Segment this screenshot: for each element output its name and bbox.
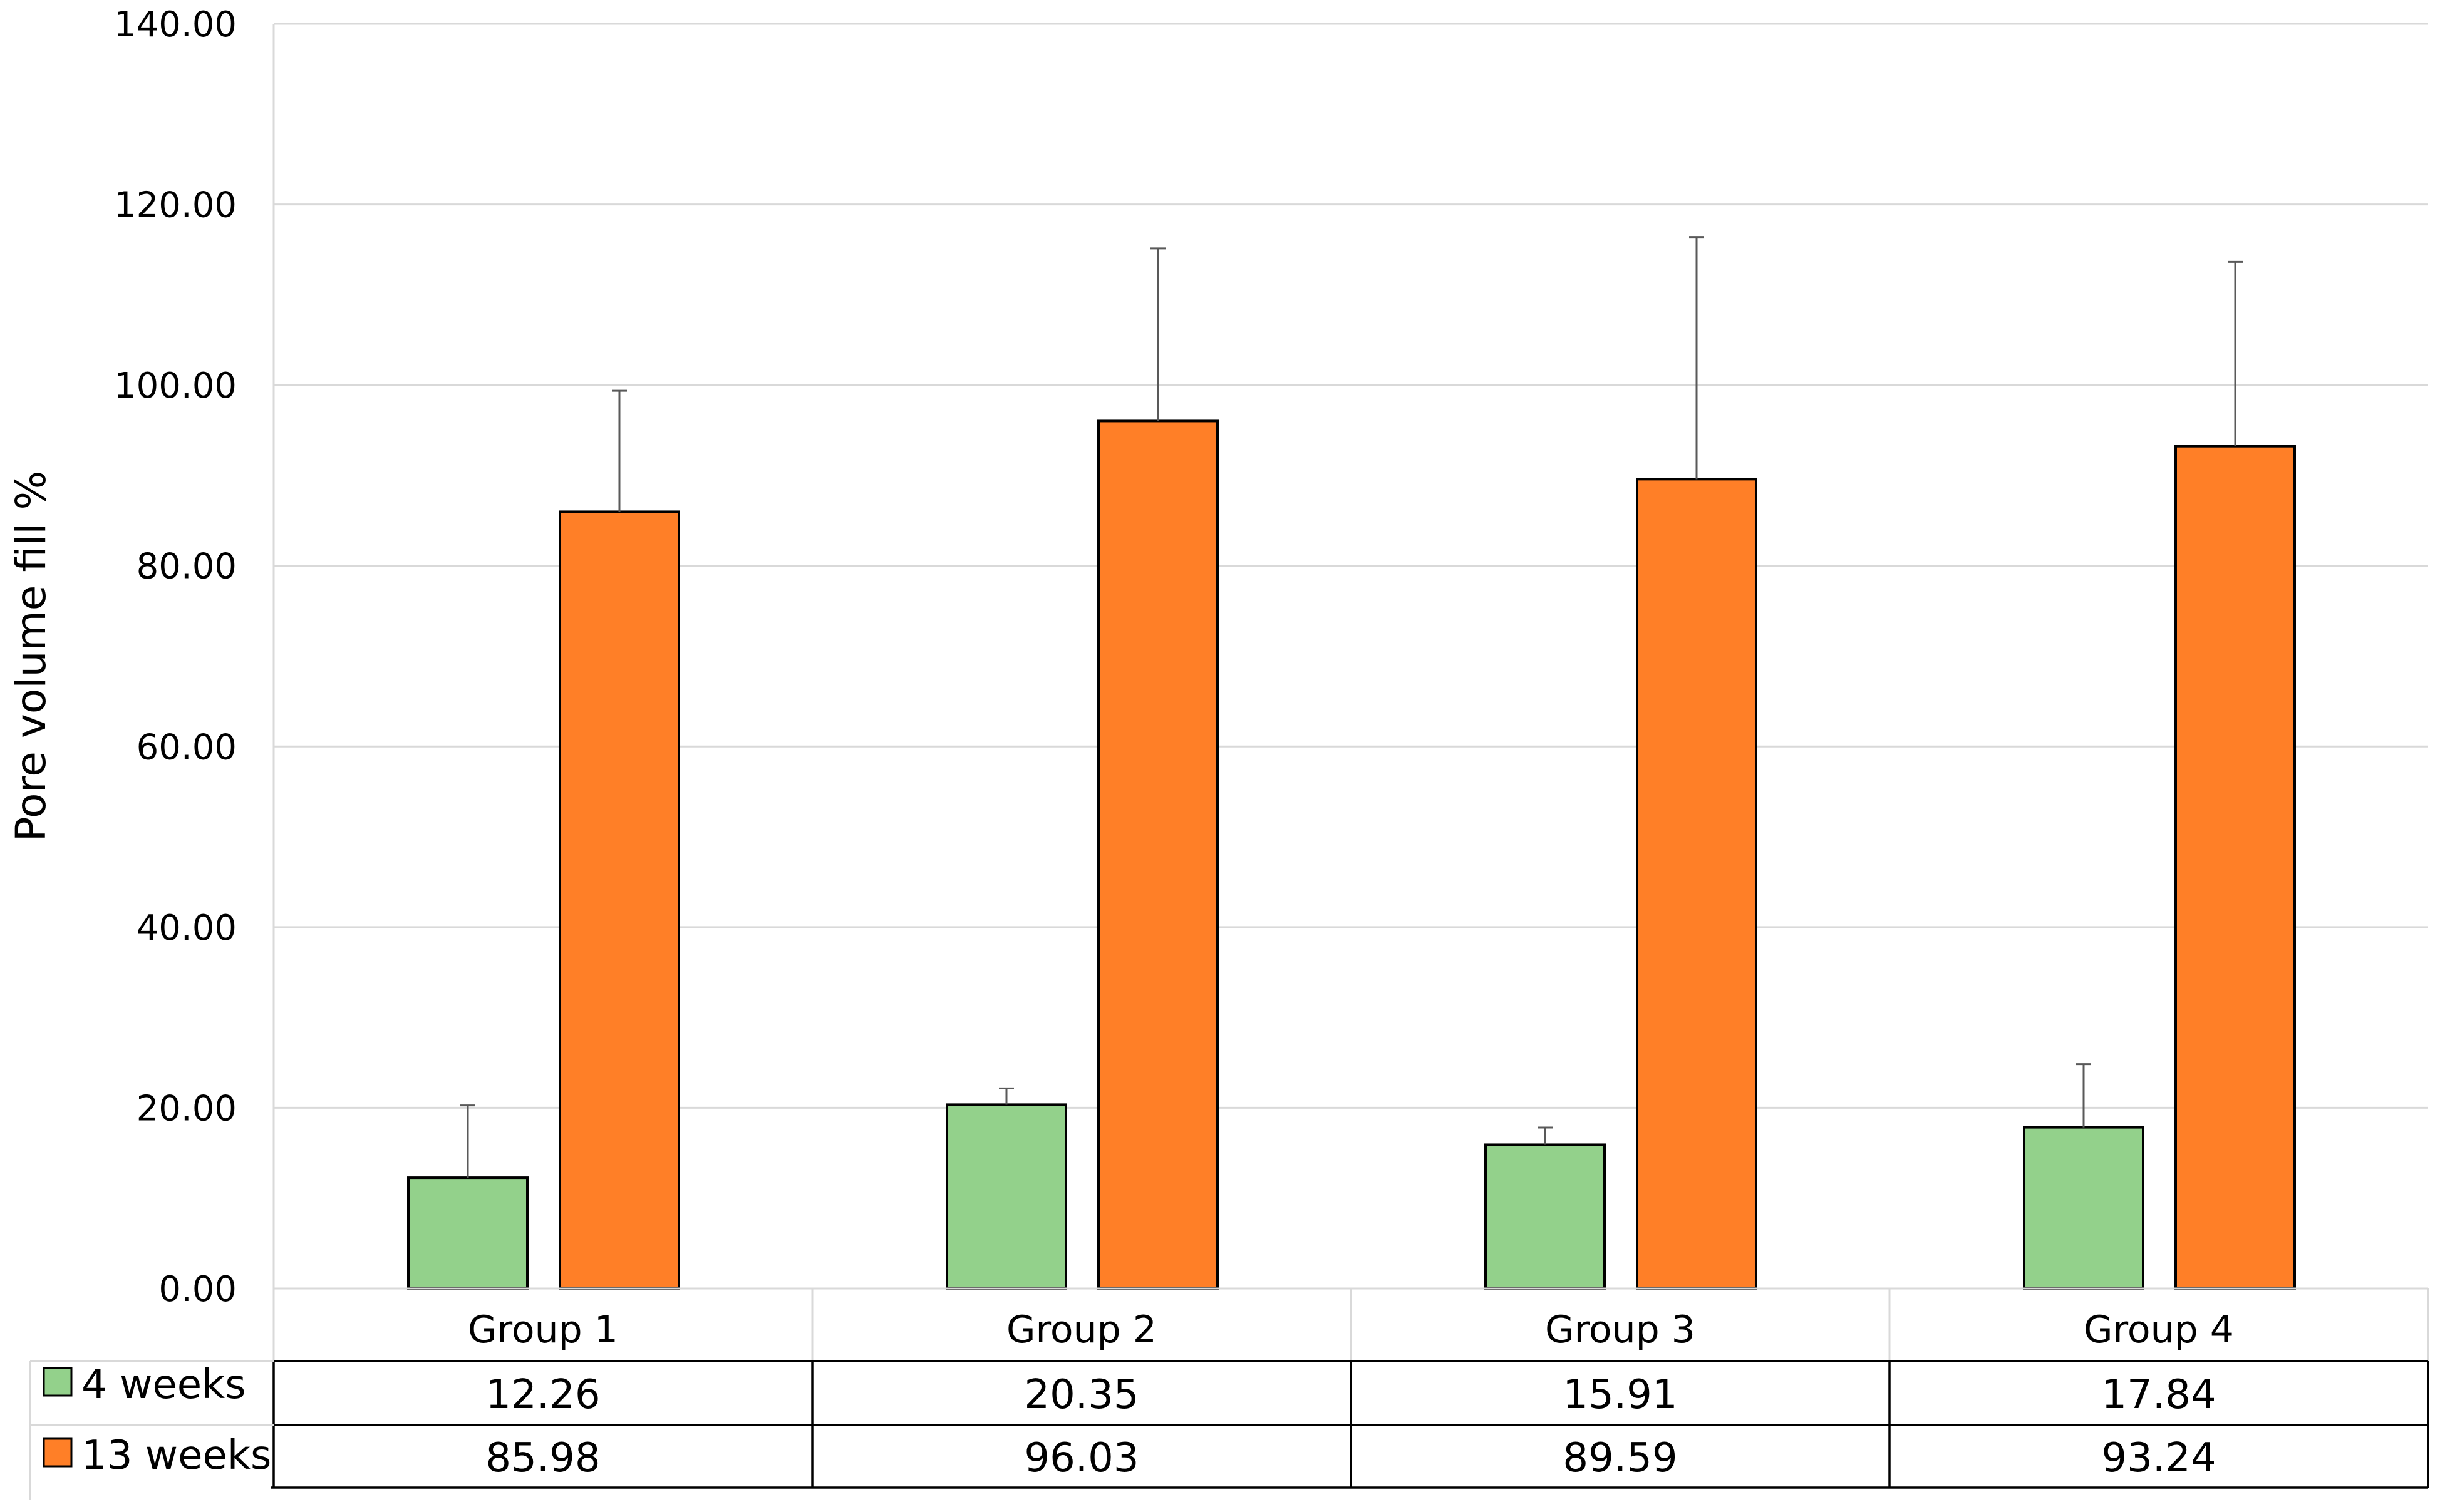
bar xyxy=(946,1103,1067,1290)
data-label: 17.84 xyxy=(2101,1372,2216,1418)
y-tick-label: 80.00 xyxy=(137,547,237,587)
data-label: 20.35 xyxy=(1024,1372,1139,1418)
bar xyxy=(407,1176,529,1290)
y-axis-label: Pore volume fill % xyxy=(7,471,55,842)
bar xyxy=(2023,1126,2144,1290)
data-label: 89.59 xyxy=(1563,1435,1677,1481)
legend-swatch xyxy=(43,1367,73,1397)
data-label: 15.91 xyxy=(1563,1372,1677,1418)
category-label: Group 2 xyxy=(1006,1308,1157,1352)
bar xyxy=(2174,445,2296,1290)
y-tick-label: 140.00 xyxy=(114,4,237,45)
y-tick-label: 100.00 xyxy=(114,366,237,406)
legend-label: 4 weeks xyxy=(81,1362,246,1408)
bar xyxy=(1484,1143,1606,1290)
legend-label: 13 weeks xyxy=(81,1432,271,1479)
bars xyxy=(407,419,2296,1290)
legend-swatch xyxy=(43,1437,73,1468)
data-label: 85.98 xyxy=(485,1435,600,1481)
y-tick-label: 60.00 xyxy=(137,727,237,768)
y-tick-label: 40.00 xyxy=(137,908,237,949)
category-label: Group 3 xyxy=(1545,1308,1695,1352)
y-tick-label: 120.00 xyxy=(114,185,237,226)
y-axis-ticks: 0.00 20.00 40.00 60.00 80.00 100.00 120.00 140.… xyxy=(114,4,237,1310)
y-tick-label: 20.00 xyxy=(137,1088,237,1129)
error-bars xyxy=(460,236,2243,1178)
data-label: 96.03 xyxy=(1024,1435,1139,1481)
y-tick-label: 0.00 xyxy=(158,1269,237,1310)
bar xyxy=(1636,478,1757,1290)
bar xyxy=(559,510,680,1290)
category-label: Group 4 xyxy=(2084,1308,2234,1352)
data-label: 12.26 xyxy=(485,1372,600,1418)
data-label: 93.24 xyxy=(2101,1435,2216,1481)
bar xyxy=(1097,419,1219,1290)
data-table: Group 1 Group 2 Group 3 Group 4 4 weeks 12.26… xyxy=(29,1287,2429,1500)
category-label: Group 1 xyxy=(468,1308,618,1352)
